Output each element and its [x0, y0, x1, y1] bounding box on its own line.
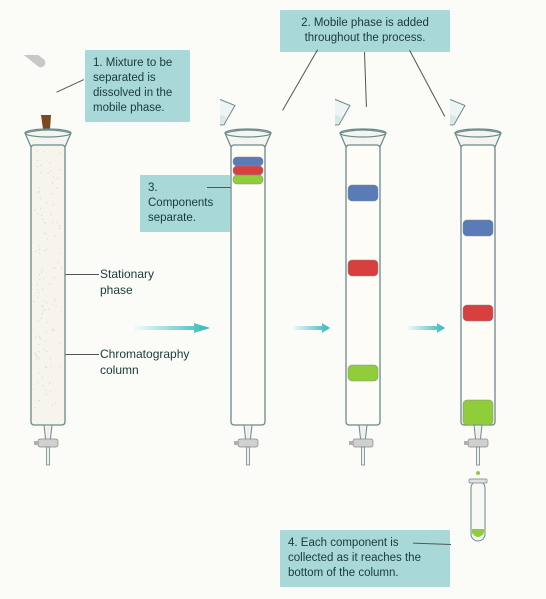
step3-callout: 3. Components separate. [140, 175, 230, 232]
step2-callout: 2. Mobile phase is added throughout the … [280, 10, 450, 52]
column-3 [335, 55, 401, 575]
process-arrow-1 [130, 320, 210, 330]
process-arrow-2 [290, 320, 330, 330]
step1-callout: 1. Mixture to be separated is dissolved … [85, 50, 190, 122]
column-1 [20, 55, 86, 575]
column-4 [450, 55, 516, 575]
step2-pointer-c [409, 50, 445, 117]
step2-pointer-a [282, 50, 318, 111]
process-arrow-3 [405, 320, 445, 330]
stationary-phase-label: Stationary phase [100, 267, 170, 298]
column-2 [220, 55, 286, 575]
chromatography-column-label: Chromatography column [100, 347, 210, 378]
